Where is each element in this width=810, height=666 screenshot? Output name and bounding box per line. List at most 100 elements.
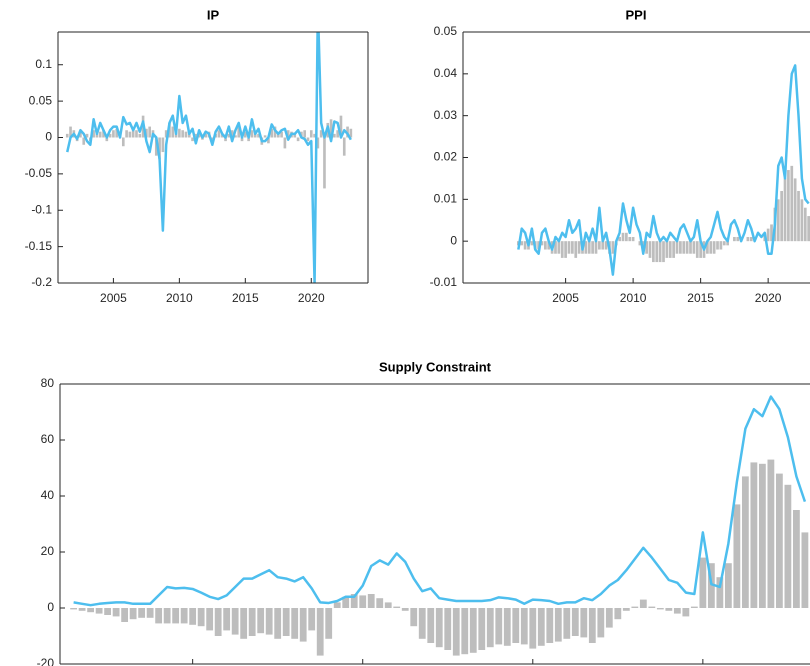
subplot-title: Supply Constraint [379,359,492,374]
bar [131,128,135,138]
bar [112,608,120,617]
bar [597,608,605,638]
bar [240,137,244,142]
y-tick-label: 0.05 [434,24,458,38]
bar [577,241,581,254]
bar [79,131,82,138]
bar [65,133,69,138]
bar [625,232,628,242]
bar [78,608,86,611]
bar [82,137,86,145]
bar [342,137,346,156]
bar [716,241,719,250]
bar [655,241,659,263]
y-tick-label: 20 [41,544,55,558]
y-tick-label: 0.01 [434,192,458,206]
bar [638,241,642,246]
bar [503,608,511,646]
bar [306,137,310,142]
bar [520,608,528,645]
bar [155,608,163,624]
bar [770,224,773,242]
y-tick-label: 60 [41,432,55,446]
bar [129,608,137,620]
bar [146,608,154,618]
bar [544,241,547,250]
bar [161,137,165,153]
bar [631,236,635,242]
bar [333,133,336,138]
x-tick-label: 2010 [166,291,193,305]
bar [329,119,333,138]
bar [571,241,574,254]
bar [367,594,375,608]
bar [217,130,221,138]
bar [690,606,698,608]
bar [164,130,168,138]
bar [726,241,729,246]
line [517,64,810,276]
bar [85,133,89,138]
bar [247,137,250,142]
bar [427,608,435,643]
x-tick-label: 2010 [620,291,647,305]
bar [313,133,316,138]
bar [618,236,621,242]
y-tick-label: 0.04 [434,66,458,80]
bar [115,128,119,138]
bar [410,608,418,627]
bar [339,115,343,138]
bar [393,606,401,608]
bar [668,241,672,258]
bar [214,608,222,636]
bar [263,135,267,138]
bar [783,178,787,242]
bar [611,241,615,254]
bar [478,608,486,650]
plot-area [65,32,353,283]
bar [658,241,662,263]
bar [706,241,709,254]
bar [333,602,341,608]
bar [452,608,460,656]
bar [253,133,257,138]
bar [240,608,248,639]
bar [776,199,780,242]
bar [571,608,579,636]
bar [286,130,290,138]
bar [350,594,358,608]
bar [319,130,323,138]
bar [102,130,105,138]
plot-area [517,64,810,276]
y-tick-label: 0 [47,600,54,614]
bar [563,608,571,639]
bar [574,241,578,258]
bar [692,241,696,254]
bar [716,577,724,608]
bar [234,135,237,138]
bar [604,241,608,250]
bar [349,128,353,138]
bar [560,241,564,258]
bar [316,608,324,656]
bar [303,130,306,138]
bar [587,241,591,254]
bar [95,608,103,614]
bar [224,137,227,142]
bar [679,241,682,254]
bar [180,608,188,624]
bar [384,602,392,608]
line [66,32,352,283]
bar [323,137,326,189]
x-tick-label: 2020 [298,291,325,305]
bar [316,137,320,149]
bar [537,608,545,646]
bar [645,241,648,254]
bar [775,473,783,608]
bar [639,599,647,608]
bar [376,598,384,608]
bar [722,241,726,246]
subplot: IP -0.2 -0.15 -0.1 -0.05 0 0.05 0.1 2005 2010 2015… [25,7,369,305]
bar [145,128,148,138]
